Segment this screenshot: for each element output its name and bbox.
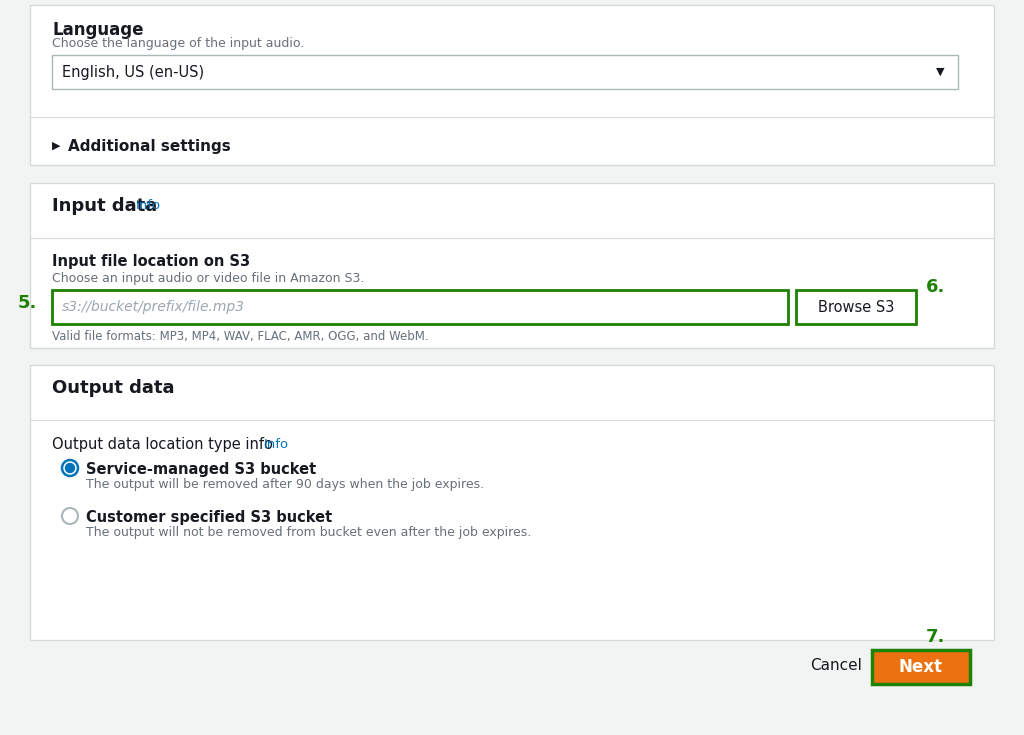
Text: Choose an input audio or video file in Amazon S3.: Choose an input audio or video file in A…	[52, 272, 365, 285]
FancyBboxPatch shape	[52, 55, 958, 89]
Text: Additional settings: Additional settings	[68, 138, 230, 154]
Text: 5.: 5.	[18, 294, 37, 312]
FancyBboxPatch shape	[30, 365, 994, 640]
Text: English, US (en-US): English, US (en-US)	[62, 65, 204, 79]
FancyBboxPatch shape	[30, 183, 994, 348]
Circle shape	[66, 464, 75, 473]
Text: ▼: ▼	[936, 67, 944, 77]
FancyBboxPatch shape	[30, 5, 994, 165]
Text: Input data: Input data	[52, 197, 158, 215]
Text: 7.: 7.	[926, 628, 945, 646]
FancyBboxPatch shape	[872, 650, 970, 684]
Text: Output data location type info: Output data location type info	[52, 437, 272, 452]
Text: Browse S3: Browse S3	[818, 299, 894, 315]
Text: Service-managed S3 bucket: Service-managed S3 bucket	[86, 462, 316, 477]
Text: Cancel: Cancel	[810, 658, 862, 673]
Text: The output will not be removed from bucket even after the job expires.: The output will not be removed from buck…	[86, 526, 531, 539]
Text: The output will be removed after 90 days when the job expires.: The output will be removed after 90 days…	[86, 478, 484, 491]
Circle shape	[62, 460, 78, 476]
Text: Info: Info	[264, 438, 289, 451]
Text: ▶: ▶	[52, 141, 60, 151]
Text: s3://bucket/prefix/file.mp3: s3://bucket/prefix/file.mp3	[62, 300, 245, 314]
Text: Language: Language	[52, 21, 143, 39]
Circle shape	[62, 508, 78, 524]
Text: Customer specified S3 bucket: Customer specified S3 bucket	[86, 510, 332, 525]
Text: Output data: Output data	[52, 379, 174, 397]
Text: Info: Info	[136, 199, 161, 212]
Text: Valid file formats: MP3, MP4, WAV, FLAC, AMR, OGG, and WebM.: Valid file formats: MP3, MP4, WAV, FLAC,…	[52, 330, 429, 343]
Text: Input file location on S3: Input file location on S3	[52, 254, 250, 269]
Text: Next: Next	[899, 658, 943, 676]
FancyBboxPatch shape	[52, 290, 788, 324]
FancyBboxPatch shape	[796, 290, 916, 324]
Text: Choose the language of the input audio.: Choose the language of the input audio.	[52, 37, 304, 50]
Text: 6.: 6.	[926, 278, 945, 296]
